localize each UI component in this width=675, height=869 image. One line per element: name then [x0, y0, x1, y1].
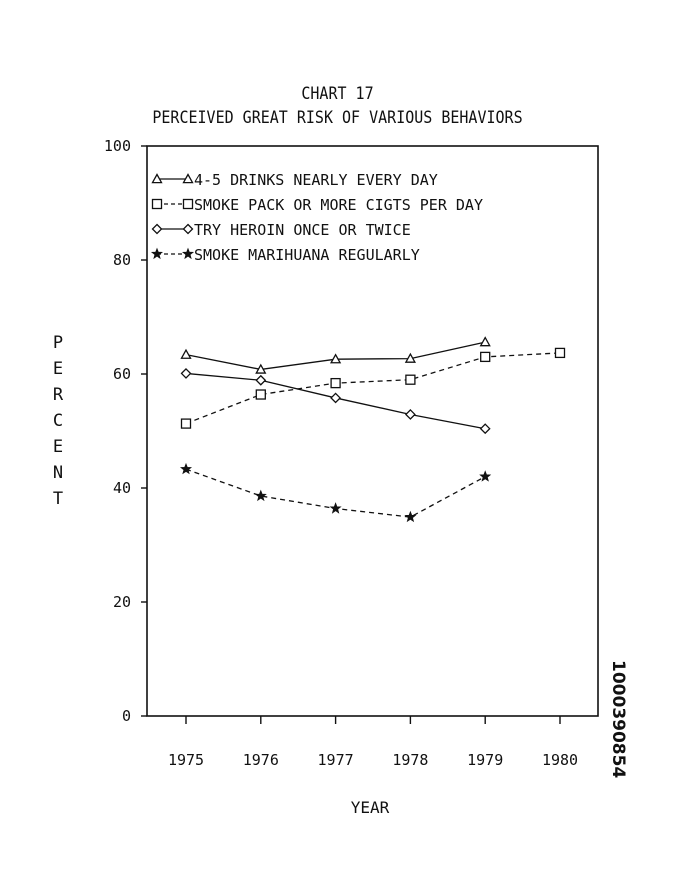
data-point — [180, 418, 192, 429]
data-point — [330, 392, 342, 404]
data-point — [255, 374, 267, 386]
y-tick-label: 0 — [122, 707, 131, 725]
legend-label: SMOKE MARIHUANA REGULARLY — [194, 246, 420, 264]
series-line — [185, 352, 561, 425]
data-point — [479, 336, 491, 347]
y-tick-label: 20 — [113, 593, 131, 611]
x-tick-label: 1977 — [318, 751, 354, 769]
y-axis-label-letter: E — [52, 437, 64, 457]
x-tick-label: 1976 — [243, 751, 279, 769]
x-tick-label: 1978 — [392, 751, 428, 769]
y-axis-label-letter: P — [52, 333, 64, 353]
data-point — [404, 510, 417, 523]
data-point — [480, 351, 491, 363]
legend-marker — [182, 223, 194, 235]
y-tick-label: 100 — [104, 137, 131, 155]
data-point — [180, 348, 192, 359]
data-point — [404, 352, 417, 363]
data-point — [329, 353, 342, 364]
legend-marker — [150, 247, 164, 260]
data-point — [180, 368, 192, 379]
document-id: 1000390854 — [608, 660, 628, 779]
y-axis-label-letter: T — [52, 489, 64, 509]
plot-frame — [146, 145, 599, 717]
data-point — [554, 347, 566, 359]
y-tick-label: 60 — [113, 365, 131, 383]
legend-marker — [151, 173, 163, 184]
chart-subtitle: PERCEIVED GREAT RISK OF VARIOUS BEHAVIOR… — [152, 106, 523, 128]
y-tick-label: 80 — [113, 251, 131, 269]
legend-marker — [182, 173, 194, 184]
data-point — [255, 389, 266, 400]
y-axis-label-letter: R — [52, 385, 64, 405]
x-axis-label: YEAR — [350, 798, 390, 817]
legend-label: 4-5 DRINKS NEARLY EVERY DAY — [194, 171, 438, 189]
x-tick-label: 1979 — [467, 751, 503, 769]
chart-title: CHART 17 — [301, 82, 374, 104]
legend-marker — [182, 198, 194, 210]
legend-label: SMOKE PACK OR MORE CIGTS PER DAY — [194, 196, 483, 214]
y-tick-label: 40 — [113, 479, 131, 497]
data-point — [479, 423, 491, 435]
data-point — [479, 470, 492, 482]
data-point — [179, 462, 193, 475]
data-point — [254, 489, 267, 502]
y-axis-label-letter: C — [52, 411, 64, 431]
x-tick-label: 1975 — [168, 751, 204, 769]
legend-marker — [181, 247, 195, 260]
data-point — [255, 363, 267, 374]
x-tick-label: 1980 — [542, 751, 578, 769]
legend-marker — [151, 198, 163, 210]
y-axis-label-letter: E — [52, 359, 64, 379]
legend-marker — [151, 223, 163, 235]
data-point — [330, 377, 341, 389]
data-point — [405, 374, 416, 385]
y-axis-label-letter: N — [52, 463, 64, 483]
data-point — [404, 409, 416, 420]
data-point — [329, 502, 342, 514]
legend-label: TRY HEROIN ONCE OR TWICE — [194, 221, 411, 239]
